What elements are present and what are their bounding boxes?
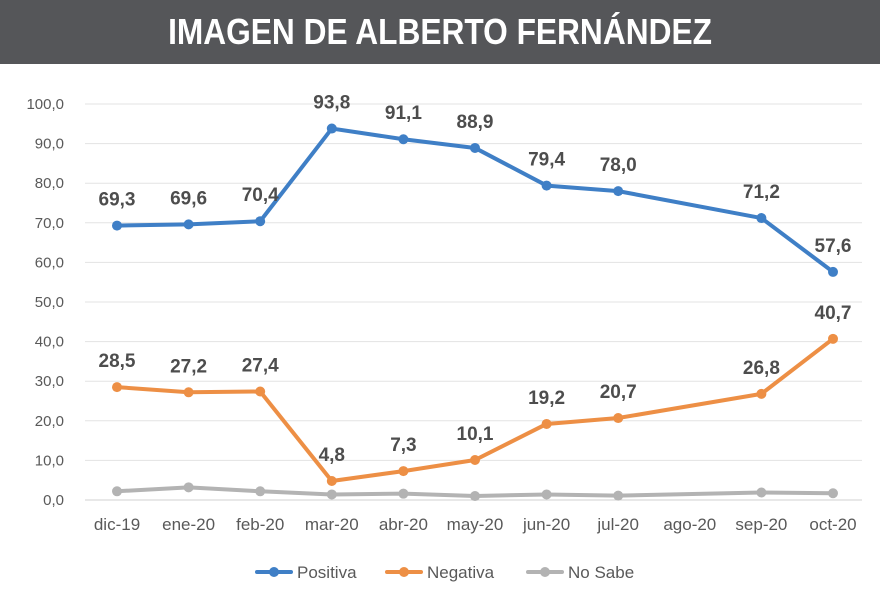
- data-label-positiva: 70,4: [242, 185, 279, 206]
- data-point-no-sabe: [613, 490, 624, 501]
- legend-label-negativa: Negativa: [427, 563, 495, 582]
- legend-label-no-sabe: No Sabe: [568, 563, 634, 582]
- data-point-negativa: [183, 387, 194, 398]
- data-point-positiva: [470, 142, 480, 153]
- series-line-negativa: [115, 336, 835, 483]
- legend-label-positiva: Positiva: [297, 563, 357, 582]
- data-label-positiva: 88,9: [457, 112, 494, 133]
- x-tick-label: mar-20: [305, 515, 359, 534]
- y-tick-label: 20,0: [35, 413, 64, 430]
- data-point-no-sabe: [398, 488, 409, 499]
- data-point-negativa: [613, 413, 624, 424]
- data-point-positiva: [398, 134, 409, 145]
- data-point-no-sabe: [326, 489, 337, 500]
- y-tick-label: 100,0: [26, 96, 64, 113]
- data-point-negativa: [112, 382, 122, 393]
- data-point-positiva: [326, 123, 337, 134]
- data-label-negativa: 10,1: [457, 424, 494, 445]
- data-point-positiva: [112, 220, 122, 231]
- data-label-negativa: 7,3: [390, 435, 416, 456]
- data-label-positiva: 69,6: [170, 188, 207, 209]
- x-tick-label: abr-20: [379, 515, 428, 534]
- data-label-negativa: 28,5: [99, 351, 136, 372]
- y-tick-label: 60,0: [35, 254, 64, 271]
- y-tick-label: 40,0: [35, 334, 64, 351]
- y-tick-label: 0,0: [43, 492, 64, 509]
- x-tick-label: jul-20: [596, 515, 639, 534]
- legend-marker-negativa: [399, 567, 409, 577]
- data-label-negativa: 20,7: [600, 382, 637, 403]
- data-label-positiva: 78,0: [600, 155, 637, 176]
- data-point-negativa: [756, 388, 767, 399]
- title-bar: IMAGEN DE ALBERTO FERNÁNDEZ: [0, 0, 880, 64]
- x-tick-label: may-20: [447, 515, 504, 534]
- data-point-positiva: [613, 186, 624, 197]
- series-line-no-sabe: [115, 485, 835, 499]
- legend-marker-no-sabe: [540, 567, 550, 577]
- data-point-positiva: [183, 219, 194, 230]
- data-point-negativa: [541, 418, 552, 429]
- data-label-positiva: 71,2: [743, 182, 780, 203]
- x-tick-label: feb-20: [236, 515, 284, 534]
- series-line-positiva: [115, 126, 835, 274]
- y-tick-label: 70,0: [35, 215, 64, 232]
- data-label-negativa: 26,8: [743, 358, 780, 379]
- data-label-negativa: 19,2: [528, 388, 565, 409]
- data-label-negativa: 4,8: [319, 445, 345, 466]
- data-point-no-sabe: [756, 487, 767, 498]
- data-point-positiva: [756, 213, 767, 224]
- data-point-no-sabe: [112, 486, 122, 497]
- data-label-positiva: 93,8: [313, 93, 350, 114]
- x-tick-label: jun-20: [522, 515, 570, 534]
- y-tick-label: 30,0: [35, 373, 64, 390]
- data-point-negativa: [828, 333, 838, 344]
- x-tick-label: ago-20: [663, 515, 716, 534]
- data-point-negativa: [470, 455, 480, 466]
- x-tick-label: oct-20: [809, 515, 856, 534]
- data-point-no-sabe: [541, 489, 552, 500]
- data-label-negativa: 40,7: [815, 303, 852, 324]
- data-point-positiva: [541, 180, 552, 191]
- data-label-negativa: 27,2: [170, 356, 207, 377]
- y-tick-label: 90,0: [35, 136, 64, 153]
- x-tick-label: ene-20: [162, 515, 215, 534]
- x-tick-label: dic-19: [94, 515, 140, 534]
- x-tick-label: sep-20: [735, 515, 787, 534]
- y-tick-label: 10,0: [35, 452, 64, 469]
- data-label-positiva: 69,3: [99, 190, 136, 211]
- data-point-positiva: [255, 216, 266, 227]
- chart-title: IMAGEN DE ALBERTO FERNÁNDEZ: [168, 11, 712, 52]
- data-point-no-sabe: [470, 491, 480, 502]
- y-tick-label: 50,0: [35, 294, 64, 311]
- legend-marker-positiva: [269, 567, 279, 577]
- data-point-negativa: [326, 475, 337, 486]
- data-point-positiva: [828, 266, 838, 277]
- data-label-positiva: 91,1: [385, 103, 422, 124]
- data-label-negativa: 27,4: [242, 355, 279, 376]
- data-point-negativa: [398, 466, 409, 477]
- data-label-positiva: 79,4: [528, 150, 565, 171]
- data-point-no-sabe: [255, 486, 266, 497]
- data-point-no-sabe: [183, 482, 194, 493]
- data-label-positiva: 57,6: [815, 236, 852, 257]
- y-tick-label: 80,0: [35, 175, 64, 192]
- data-point-no-sabe: [828, 488, 838, 499]
- data-point-negativa: [255, 386, 266, 397]
